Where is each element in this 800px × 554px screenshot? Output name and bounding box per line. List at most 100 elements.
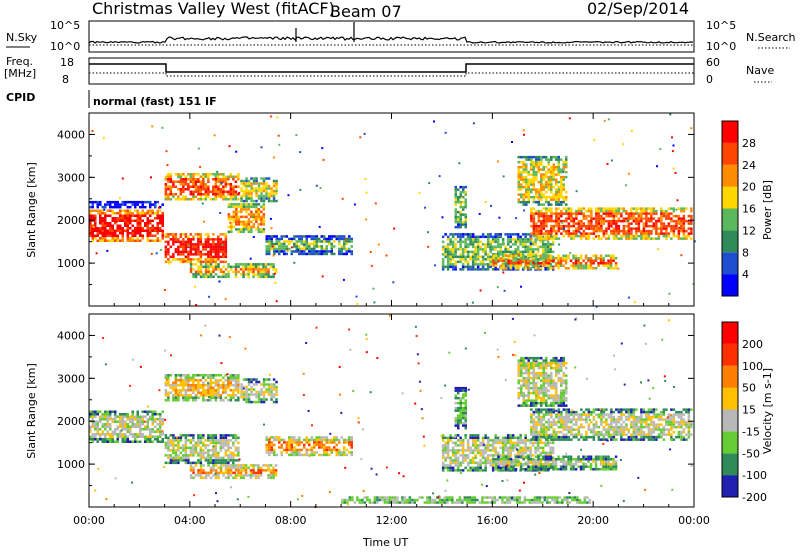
data-band-9	[492, 254, 618, 270]
data-specks	[91, 113, 696, 308]
colorbar-segment	[722, 252, 738, 275]
ytick-label: 1000	[57, 458, 85, 471]
nsearch-tick-bottom: 10^0	[706, 40, 736, 53]
colorbar-segment	[722, 431, 738, 454]
power-heatmap	[89, 113, 696, 308]
nsearch-tick-top: 10^5	[706, 19, 736, 32]
colorbar-tick-label: -50	[742, 447, 760, 460]
velocity-colorbar: 200 100 50 15 -15 -50 -100 -200	[721, 321, 767, 504]
nsky-tick-top: 10^5	[50, 19, 80, 32]
nsky-trace	[88, 22, 694, 46]
data-band-5	[189, 464, 278, 480]
xtick-label: 12:00	[376, 514, 408, 527]
colorbar-segment	[722, 475, 738, 497]
xtick-label: 00:00	[678, 514, 710, 527]
colorbar-tick-label: 200	[742, 338, 763, 351]
colorbar-tick-label: 8	[742, 246, 749, 259]
colorbar-segment	[722, 409, 738, 432]
plot-title: Christmas Valley West (fitACF)	[92, 0, 335, 18]
nsearch-label: N.Search	[746, 31, 796, 44]
colorbar-tick-label: -15	[742, 425, 760, 438]
ytick-label: 2000	[57, 214, 85, 227]
data-band-11	[517, 155, 568, 206]
nsky-line	[88, 36, 694, 44]
colorbar-segment	[722, 274, 738, 296]
colorbar-frame	[721, 321, 739, 498]
data-band-12	[454, 185, 467, 229]
colorbar-tick-label: 16	[742, 203, 756, 216]
colorbar-segment	[722, 230, 738, 253]
ytick-label: 1000	[57, 257, 85, 270]
data-band-5	[240, 177, 278, 203]
data-band-2	[164, 374, 240, 402]
data-band-10	[454, 386, 467, 430]
colorbar-segment	[722, 121, 738, 143]
freq-trace	[89, 63, 694, 73]
ytick-label: 2000	[57, 415, 85, 428]
nsky-label: N.Sky	[6, 31, 38, 44]
freq-tick-top: 18	[60, 56, 74, 69]
data-band-7	[492, 455, 618, 471]
power-colorbar: 28 24 20 16 12 8 4	[721, 120, 756, 297]
freq-label-line2: [MHz]	[4, 67, 36, 80]
velocity-heatmap	[89, 314, 693, 508]
data-band-4	[227, 203, 266, 234]
colorbar-segment	[722, 387, 738, 410]
ytick-label: 3000	[57, 171, 85, 184]
colorbar-segment	[722, 322, 738, 344]
colorbar-segment	[722, 343, 738, 366]
colorbar-tick-label: 20	[742, 181, 756, 194]
velocity-ylabel: Slant Range [km]	[25, 363, 38, 459]
ytick-label: 3000	[57, 372, 85, 385]
nsky-tick-bottom: 10^0	[50, 40, 80, 53]
data-band-8	[530, 408, 693, 441]
cpid-text: normal (fast) 151 IF	[93, 95, 217, 108]
xtick-label: 20:00	[577, 514, 609, 527]
colorbar-tick-label: 50	[742, 382, 756, 395]
data-specks	[94, 314, 693, 508]
data-band-3	[240, 378, 278, 404]
x-axis-label: Time UT	[362, 536, 408, 549]
data-band-11	[341, 496, 592, 504]
colorbar-tick-label: -200	[742, 491, 767, 504]
xtick-label: 16:00	[476, 514, 508, 527]
colorbar-tick-label: 12	[742, 224, 756, 237]
data-band-1	[164, 434, 240, 465]
colorbar-segment	[722, 453, 738, 476]
power-ylabel: Slant Range [km]	[25, 162, 38, 258]
freq-label-line1: Freq.	[6, 55, 33, 68]
colorbar-frame	[721, 120, 739, 297]
power-colorbar-label: Power [dB]	[761, 180, 774, 240]
colorbar-segment	[722, 142, 738, 165]
data-band-9	[517, 356, 568, 407]
data-band-7	[189, 263, 278, 279]
colorbar-segment	[722, 208, 738, 231]
colorbar-tick-label: 24	[742, 159, 756, 172]
freq-panel	[88, 57, 695, 85]
xtick-label: 08:00	[275, 514, 307, 527]
colorbar-tick-label: -100	[742, 469, 767, 482]
xtick-label: 04:00	[174, 514, 206, 527]
data-band-6	[265, 235, 353, 256]
nave-tick-bottom: 0	[706, 73, 713, 86]
data-band-1	[89, 200, 164, 209]
ytick-label: 4000	[57, 128, 85, 141]
date-label: 02/Sep/2014	[587, 0, 689, 18]
xtick-label: 00:00	[73, 514, 105, 527]
velocity-axes: 4000 3000 2000 1000 00:00 04:00 08:00 12:00 16:0…	[57, 314, 710, 527]
nave-trace	[89, 72, 694, 77]
colorbar-tick-label: 15	[742, 404, 756, 417]
power-axes: 4000 3000 2000 1000	[57, 113, 695, 306]
data-band-3	[164, 173, 240, 201]
data-band-2	[164, 233, 228, 264]
colorbar-segment	[722, 164, 738, 187]
colorbar-tick-label: 100	[742, 360, 763, 373]
colorbar-segment	[722, 186, 738, 209]
data-band-4	[265, 436, 353, 457]
nave-tick-top: 60	[706, 56, 720, 69]
nave-label: Nave	[746, 64, 774, 77]
ytick-label: 4000	[57, 329, 85, 342]
colorbar-segment	[722, 365, 738, 388]
data-band-0	[89, 410, 164, 443]
